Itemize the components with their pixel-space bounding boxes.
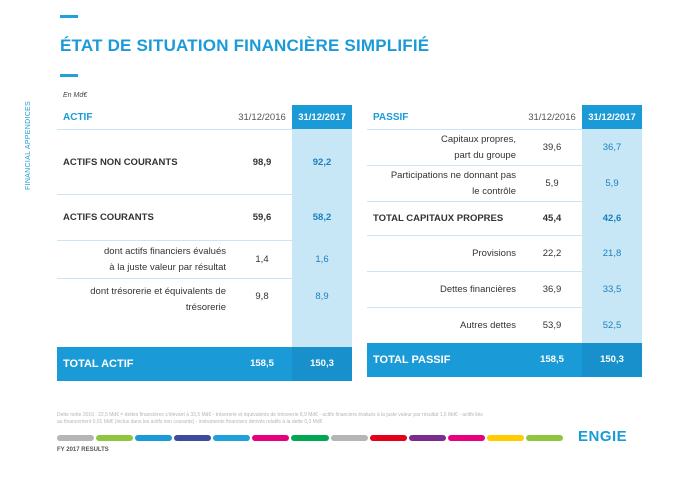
value-2017: 21,8 [582,235,642,272]
actif-header-2016: 31/12/2016 [238,111,286,123]
color-bar-segment [96,435,134,441]
footer-label: FY 2017 RESULTS [57,447,109,453]
color-bar-segment [174,435,212,441]
row-label-line2: à la juste valeur par résultat [109,261,226,273]
title-accent-line [60,74,78,77]
row-label-line2: part du groupe [454,149,516,161]
footnote-line2: au financement 0,01 Md€ (inclus dans les… [57,419,323,425]
value-2016: 59,6 [232,194,292,241]
color-bar-segment [57,435,95,441]
passif-header-label: PASSIF [373,111,409,123]
row-label: Dettes financières [367,271,522,308]
engie-logo: ENGIE [578,428,628,445]
row-label-line1: Capitaux propres, [441,133,516,145]
value-2017: 1,6 [292,240,352,279]
color-bar-segment [408,435,446,441]
value-2016: 22,2 [522,235,582,272]
value-2016: 1,4 [232,240,292,279]
passif-table: PASSIF 31/12/2016 31/12/2017 Capitaux pr… [367,105,642,377]
value-2017: 52,5 [582,307,642,343]
value-2017: 5,9 [582,165,642,202]
table-row: Participations ne donnant pas le contrôl… [367,165,642,202]
actif-header-row: ACTIF 31/12/2016 31/12/2017 [57,105,352,130]
footnote-line1: Dette nette 2016 : 22,5 Md€ = dettes fin… [57,412,483,418]
color-bar-segment [135,435,173,441]
actif-table: ACTIF 31/12/2016 31/12/2017 ACTIFS NON C… [57,105,352,381]
total-label: TOTAL ACTIF [57,346,232,381]
value-2017: 36,7 [582,129,642,166]
row-label: TOTAL CAPITAUX PROPRES [367,201,522,236]
row-label-line1: dont actifs financiers évalués [104,245,226,257]
value-2016: 45,4 [522,201,582,236]
passif-header-2016: 31/12/2016 [528,111,576,123]
row-label: ACTIFS COURANTS [57,194,232,241]
value-2017: 33,5 [582,271,642,308]
total-label: TOTAL PASSIF [367,342,522,377]
color-bar-segment [291,435,329,441]
table-row: Dettes financières 36,9 33,5 [367,271,642,308]
table-row: TOTAL CAPITAUX PROPRES 45,4 42,6 [367,201,642,236]
row-label-line1: Participations ne donnant pas [390,169,516,181]
value-2017: 8,9 [292,278,352,347]
row-label: Participations ne donnant pas le contrôl… [367,165,522,202]
passif-total-row: TOTAL PASSIF 158,5 150,3 [367,342,642,377]
value-2016: 9,8 [232,278,292,347]
value-2017: 42,6 [582,201,642,236]
color-bar-segment [486,435,524,441]
color-bar-segment [213,435,251,441]
top-accent-line [60,15,78,18]
color-bar-segment [525,435,564,441]
value-2016: 5,9 [522,165,582,202]
page-title: ÉTAT DE SITUATION FINANCIÈRE SIMPLIFIÉ [60,36,430,55]
table-row: ACTIFS NON COURANTS 98,9 92,2 [57,129,352,195]
row-label-line2: le contrôle [472,185,516,197]
footnote: Dette nette 2016 : 22,5 Md€ = dettes fin… [57,412,587,426]
section-side-label: FINANCIAL APPENDICES [25,101,32,190]
value-2017: 58,2 [292,194,352,241]
color-bar-segment [447,435,485,441]
value-2016: 98,9 [232,129,292,195]
total-2017: 150,3 [292,346,352,381]
value-2016: 39,6 [522,129,582,166]
color-bar-segment [369,435,407,441]
color-bar-segment [330,435,368,441]
row-label: Provisions [367,235,522,272]
row-label: ACTIFS NON COURANTS [57,129,232,195]
actif-total-row: TOTAL ACTIF 158,5 150,3 [57,346,352,381]
table-row: ACTIFS COURANTS 59,6 58,2 [57,194,352,241]
row-label: Capitaux propres, part du groupe [367,129,522,166]
table-row: Capitaux propres, part du groupe 39,6 36… [367,129,642,166]
value-2017: 92,2 [292,129,352,195]
passif-header-row: PASSIF 31/12/2016 31/12/2017 [367,105,642,130]
total-2017: 150,3 [582,342,642,377]
color-bar-segment [252,435,290,441]
row-label: dont actifs financiers évalués à la just… [57,240,232,279]
actif-header-2017: 31/12/2017 [292,105,352,130]
brand-color-bar [57,435,565,441]
table-row: dont trésorerie et équivalents de trésor… [57,278,352,347]
unit-label: En Md€ [63,92,88,99]
table-row: Provisions 22,2 21,8 [367,235,642,272]
row-label: Autres dettes [367,307,522,343]
row-label: dont trésorerie et équivalents de trésor… [57,278,232,347]
total-2016: 158,5 [522,342,582,377]
value-2016: 53,9 [522,307,582,343]
table-row: dont actifs financiers évalués à la just… [57,240,352,279]
total-2016: 158,5 [232,346,292,381]
row-label-line2: trésorerie [185,302,226,313]
row-label-line1: dont trésorerie et équivalents de [90,286,226,297]
actif-header-label: ACTIF [63,111,93,123]
passif-header-2017: 31/12/2017 [582,105,642,130]
value-2016: 36,9 [522,271,582,308]
table-row: Autres dettes 53,9 52,5 [367,307,642,343]
